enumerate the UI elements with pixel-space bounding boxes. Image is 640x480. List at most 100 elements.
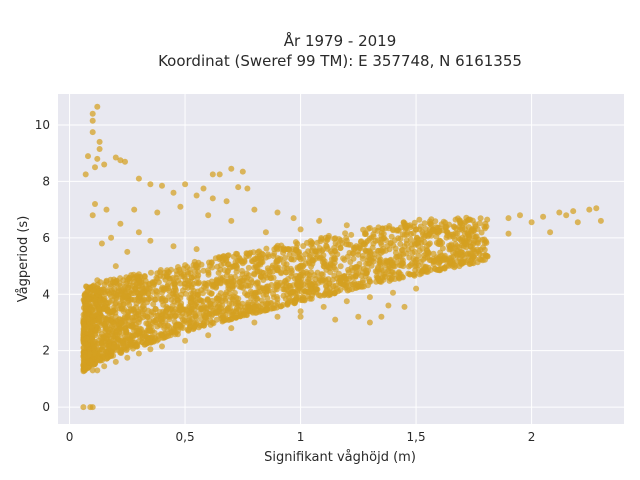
data-point	[205, 271, 212, 278]
data-point	[101, 363, 108, 370]
data-point	[94, 325, 101, 332]
data-point	[165, 313, 172, 320]
data-point	[451, 224, 458, 231]
data-point	[142, 277, 149, 284]
data-point	[369, 244, 376, 251]
data-point	[123, 293, 130, 300]
data-point	[382, 237, 389, 244]
data-point	[148, 312, 154, 319]
data-point	[274, 282, 281, 289]
data-point	[133, 273, 140, 279]
data-point	[245, 264, 252, 271]
data-point	[264, 283, 271, 290]
data-point	[82, 324, 89, 330]
data-point	[348, 231, 355, 238]
data-point	[517, 212, 523, 219]
data-point	[209, 171, 216, 178]
data-point	[316, 217, 323, 224]
data-point	[373, 273, 380, 280]
data-point	[127, 323, 134, 329]
data-point	[174, 271, 180, 278]
data-point	[144, 340, 151, 347]
data-point	[217, 280, 224, 287]
data-point	[389, 262, 396, 269]
chart-title-line2: Koordinat (Sweref 99 TM): E 357748, N 61…	[158, 52, 522, 70]
data-point	[136, 333, 143, 340]
data-point	[194, 291, 201, 298]
data-point	[297, 313, 304, 320]
data-point	[403, 231, 410, 238]
x-tick-label: 1,5	[407, 430, 426, 444]
data-point	[152, 317, 159, 324]
x-tick-label: 2	[528, 430, 536, 444]
data-point	[282, 295, 289, 302]
data-point	[98, 340, 105, 347]
data-point	[247, 307, 253, 314]
data-point	[101, 295, 108, 302]
data-point	[262, 254, 269, 261]
data-point	[213, 316, 220, 323]
data-point	[390, 289, 396, 296]
data-point	[107, 326, 114, 333]
data-point	[320, 303, 327, 310]
data-point	[139, 285, 146, 292]
data-point	[419, 245, 426, 252]
data-point	[279, 302, 286, 308]
data-point	[366, 225, 373, 231]
data-point	[89, 129, 96, 136]
data-point	[112, 263, 119, 270]
data-point	[163, 303, 170, 310]
data-point	[158, 316, 165, 323]
data-point	[470, 233, 477, 240]
data-point	[219, 274, 226, 281]
data-point	[228, 294, 234, 301]
data-point	[193, 192, 200, 199]
data-point	[439, 245, 446, 252]
data-point	[283, 269, 290, 276]
data-point	[89, 110, 96, 117]
data-point	[505, 215, 512, 222]
data-point	[154, 275, 161, 282]
data-point	[97, 334, 104, 341]
data-point	[255, 284, 262, 291]
data-point	[251, 291, 258, 298]
data-point	[528, 219, 535, 226]
x-tick-label: 0,5	[176, 430, 195, 444]
data-point	[205, 280, 212, 286]
data-point	[274, 246, 281, 253]
data-point	[147, 294, 154, 301]
data-point	[269, 305, 276, 312]
data-point	[101, 161, 108, 168]
data-point	[463, 239, 470, 246]
data-point	[363, 260, 370, 267]
data-point	[297, 263, 304, 270]
data-point	[186, 314, 193, 321]
data-point	[441, 252, 448, 259]
data-point	[415, 236, 422, 243]
data-point	[301, 296, 308, 303]
data-point	[388, 276, 395, 283]
data-point	[85, 153, 91, 160]
data-point	[147, 346, 154, 353]
data-point	[128, 296, 135, 303]
data-point	[200, 185, 207, 192]
data-point	[344, 253, 351, 260]
y-tick-labels: 0 2 4 6 8 10	[35, 118, 50, 414]
data-point	[146, 317, 153, 324]
data-point	[166, 275, 173, 282]
data-point	[408, 241, 415, 248]
data-point	[436, 225, 443, 231]
data-point	[296, 274, 303, 280]
data-point	[229, 282, 236, 289]
data-point	[391, 271, 398, 278]
data-point	[136, 280, 143, 287]
data-point	[337, 263, 344, 270]
data-point	[239, 260, 246, 267]
data-point	[112, 299, 119, 306]
data-point	[466, 250, 473, 257]
data-point	[416, 216, 423, 223]
data-point	[169, 302, 176, 309]
data-point	[177, 295, 184, 301]
x-tick-labels: 0 0,5 1 1,5 2	[66, 430, 536, 444]
data-point	[343, 237, 350, 244]
